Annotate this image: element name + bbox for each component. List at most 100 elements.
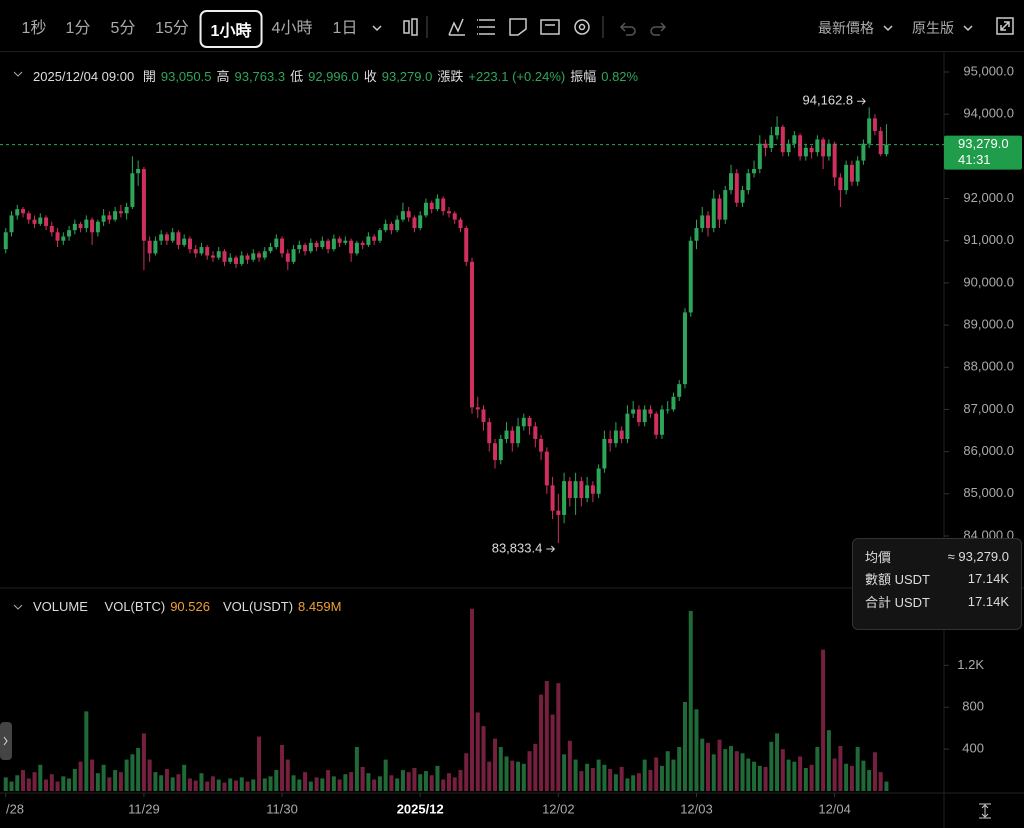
candle-body <box>844 164 849 191</box>
side-handle[interactable] <box>0 722 12 760</box>
tooltip-label: 均價 <box>865 549 892 565</box>
volume-bar <box>297 779 302 791</box>
info-value: 92,996.0 <box>308 69 359 84</box>
volume-bar <box>239 777 244 791</box>
indicator[interactable] <box>448 18 465 36</box>
interval-button[interactable]: 4小時 <box>271 20 313 37</box>
volume-bar <box>527 751 532 791</box>
candle-body <box>170 232 175 241</box>
volume-bar <box>257 736 262 791</box>
volume-bar <box>786 759 791 791</box>
candle-body <box>516 426 521 444</box>
candle-body <box>9 215 14 233</box>
candle-body <box>792 135 797 144</box>
candle-body <box>210 255 215 258</box>
countdown: 41:31 <box>958 152 991 167</box>
volume-bar <box>688 610 693 791</box>
collapse-icon[interactable] <box>13 71 23 77</box>
candle-body <box>458 219 463 229</box>
volume-bar <box>199 773 204 791</box>
dropdown[interactable] <box>883 25 893 32</box>
volume-bar <box>176 774 181 791</box>
volume-bar <box>780 749 785 791</box>
volume-tick-label: 400 <box>962 741 984 756</box>
volume-bar <box>521 763 526 791</box>
interval-button[interactable]: 1日 <box>332 20 358 37</box>
candle-body <box>636 409 641 423</box>
collapse-icon[interactable] <box>13 604 23 610</box>
volume-bar <box>95 773 100 791</box>
more-intervals[interactable] <box>372 25 382 32</box>
volume-bar <box>706 742 710 791</box>
volume-bar <box>821 649 826 791</box>
x-tick-label: 12/03 <box>680 801 713 816</box>
volume-bar <box>740 753 745 791</box>
volume-label: VOL(USDT) <box>222 599 294 614</box>
draw-icon[interactable] <box>509 18 527 36</box>
undo[interactable] <box>619 22 636 36</box>
info-label: 漲跌 <box>437 69 464 84</box>
volume-bar <box>636 773 641 791</box>
settings-icon[interactable] <box>574 19 590 35</box>
candle-body <box>625 413 630 439</box>
template-icon[interactable] <box>540 19 560 35</box>
candle-body <box>884 144 889 155</box>
candle-body <box>677 384 682 397</box>
candle-body <box>775 126 780 136</box>
price-source[interactable]: 最新價格 <box>818 20 874 36</box>
candle-body <box>740 190 745 203</box>
candle-type[interactable] <box>403 18 418 36</box>
volume-bar <box>67 778 72 791</box>
volume-bar <box>349 772 354 791</box>
volume-bar <box>613 774 618 791</box>
candle-body <box>21 209 26 214</box>
interval-button[interactable]: 5分 <box>110 20 136 37</box>
candle-body <box>642 409 647 423</box>
y-tick-label: 92,000.0 <box>963 190 1014 205</box>
candle-body <box>544 451 549 486</box>
fullscreen[interactable] <box>996 17 1014 35</box>
volume-bar <box>101 764 106 791</box>
extreme-arrow <box>546 545 556 553</box>
candle-body <box>153 240 158 254</box>
interval-button[interactable]: 1分 <box>65 20 91 37</box>
candle-body <box>665 409 670 411</box>
y-tick-label: 87,000.0 <box>963 401 1014 416</box>
volume-bar <box>124 759 129 791</box>
dropdown[interactable] <box>963 25 973 32</box>
volume-bar <box>619 766 624 791</box>
candle-body <box>780 126 785 153</box>
candle-body <box>291 249 296 262</box>
volume-bar <box>429 775 434 791</box>
interval-button[interactable]: 1秒 <box>21 20 47 37</box>
redo[interactable] <box>650 22 667 36</box>
candle-body <box>757 143 762 170</box>
candle-body <box>423 202 428 216</box>
volume-bar <box>331 776 336 791</box>
tooltip-row: 合計 USDT 17.14K <box>865 590 1009 613</box>
volume-bar <box>205 781 210 791</box>
chart-style[interactable]: 原生版 <box>912 20 954 36</box>
candle-body <box>803 147 808 157</box>
candle-body <box>556 510 561 515</box>
interval-button[interactable]: 1小時 <box>199 10 263 48</box>
candle-body <box>372 236 377 241</box>
candle-body <box>124 206 129 214</box>
scale-icon[interactable] <box>979 803 991 819</box>
candle-body <box>147 240 152 254</box>
last-price-label: 93,279.0 <box>958 136 1009 151</box>
candle-body <box>182 238 187 245</box>
volume-bar <box>308 781 313 791</box>
volume-bar <box>147 759 152 791</box>
volume-bar <box>516 761 521 791</box>
interval-button[interactable]: 15分 <box>155 20 189 37</box>
candle-body <box>654 413 659 435</box>
candle-body <box>326 240 331 250</box>
list-icon[interactable] <box>477 19 495 35</box>
volume-bar <box>389 775 394 791</box>
candle-body <box>798 135 803 157</box>
candle-body <box>136 169 141 174</box>
volume-bar <box>9 781 14 791</box>
candle-body <box>659 409 664 435</box>
volume-bar <box>493 738 498 791</box>
